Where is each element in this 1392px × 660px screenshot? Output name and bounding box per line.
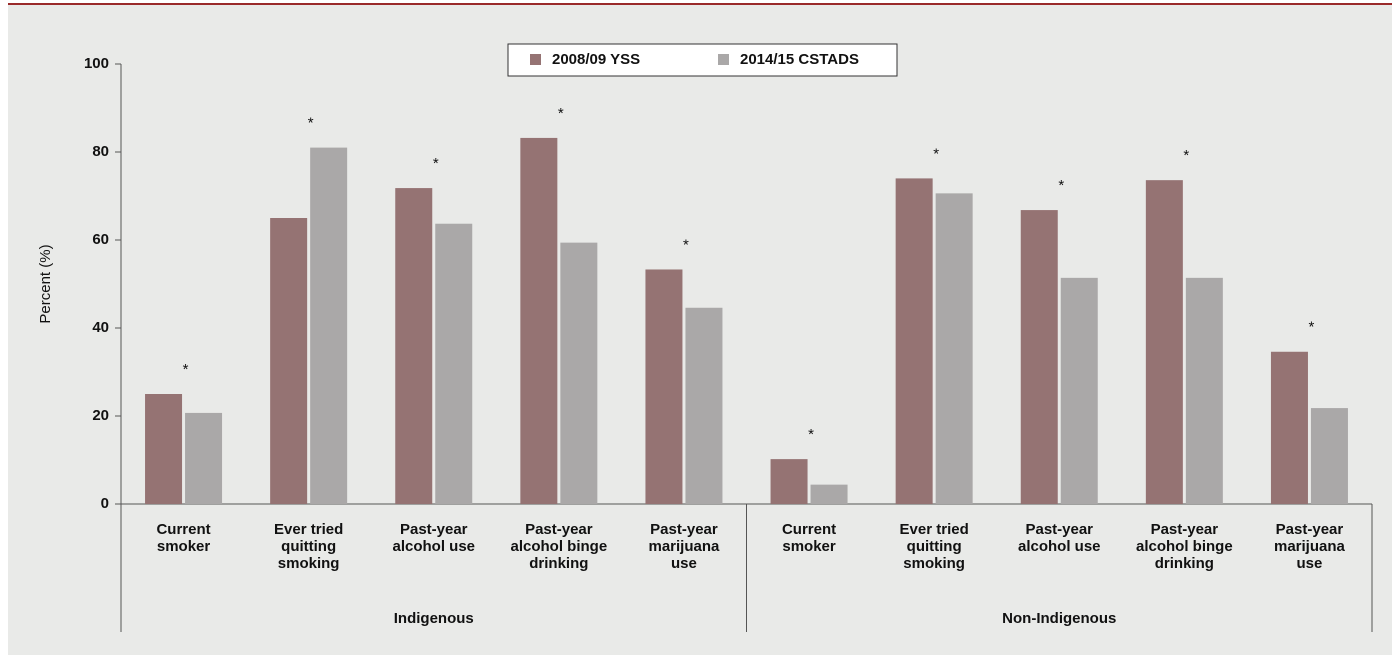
bar — [520, 137, 558, 505]
bar — [935, 193, 973, 505]
x-tick-label-line: Current — [156, 521, 210, 538]
bar — [895, 178, 933, 504]
x-tick-label-line: alcohol binge — [511, 538, 608, 555]
y-axis-label: Percent (%) — [37, 244, 54, 323]
legend-label: 2014/15 CSTADS — [740, 51, 859, 68]
x-tick-label: Past-year alcohol use — [392, 521, 475, 555]
significance-marker: * — [183, 361, 189, 378]
significance-marker: * — [433, 155, 439, 172]
significance-marker: * — [558, 105, 564, 122]
x-tick-label-line: smoking — [903, 555, 965, 572]
x-tick-label-line: Ever tried — [900, 521, 969, 538]
x-tick-label-line: drinking — [1155, 555, 1214, 572]
x-tick-label-line: Past-year — [1276, 521, 1344, 538]
x-tick-label: Past-year alcohol use — [1018, 521, 1101, 555]
bar — [1145, 180, 1183, 504]
x-tick-label-line: marijuana — [1274, 538, 1346, 555]
significance-marker: * — [1058, 177, 1064, 194]
x-tick-label-line: Past-year — [1151, 521, 1219, 538]
y-tick-label: 60 — [92, 231, 109, 248]
x-tick-label-line: Current — [782, 521, 836, 538]
significance-marker: * — [933, 145, 939, 162]
significance-marker: * — [1183, 147, 1189, 164]
bar — [770, 459, 808, 504]
x-tick-label-line: quitting — [907, 538, 962, 555]
significance-marker: * — [808, 426, 814, 443]
x-tick-label-line: Past-year — [400, 521, 468, 538]
x-tick-label: Current smoker — [156, 521, 210, 555]
x-tick-label-line: alcohol use — [392, 538, 475, 555]
bar — [810, 484, 848, 504]
bar — [1310, 408, 1348, 504]
bar — [395, 188, 433, 504]
bar — [645, 269, 683, 504]
bar — [270, 218, 308, 504]
significance-marker: * — [1309, 319, 1315, 336]
x-tick-label-line: Ever tried — [274, 521, 343, 538]
group-label: Indigenous — [394, 610, 474, 627]
x-tick-label-line: use — [671, 555, 697, 572]
bar — [310, 147, 348, 504]
legend-label: 2008/09 YSS — [552, 51, 640, 68]
x-tick-label: Past-year alcohol binge drinking — [1136, 521, 1233, 572]
group-label: Non-Indigenous — [1002, 610, 1116, 627]
x-tick-label-line: smoker — [157, 538, 211, 555]
y-tick-label: 0 — [101, 495, 109, 512]
x-tick-label-line: drinking — [529, 555, 588, 572]
y-tick-label: 80 — [92, 143, 109, 160]
x-tick-label: Past-year marijuana use — [649, 521, 721, 572]
y-tick-label: 100 — [84, 55, 109, 72]
x-tick-label-line: alcohol use — [1018, 538, 1101, 555]
significance-marker: * — [308, 115, 314, 132]
x-tick-label-line: Past-year — [650, 521, 718, 538]
x-tick-label-line: smoking — [278, 555, 340, 572]
bar — [560, 242, 598, 504]
x-tick-label-line: marijuana — [649, 538, 721, 555]
significance-marker: * — [683, 236, 689, 253]
x-tick-label-line: Past-year — [525, 521, 593, 538]
bar — [435, 223, 473, 504]
x-tick-label: Past-year alcohol binge drinking — [511, 521, 608, 572]
bar — [1020, 210, 1058, 504]
x-tick-label-line: Past-year — [1025, 521, 1093, 538]
x-tick-label: Past-year marijuana use — [1274, 521, 1346, 572]
x-tick-label: Ever tried quitting smoking — [274, 521, 343, 572]
bar — [185, 412, 223, 504]
legend-swatch — [530, 54, 541, 65]
legend-swatch — [718, 54, 729, 65]
bar — [1185, 277, 1223, 504]
bar — [685, 307, 723, 504]
x-tick-label-line: use — [1297, 555, 1323, 572]
bar — [1060, 277, 1098, 504]
x-tick-label: Ever tried quitting smoking — [900, 521, 969, 572]
legend-box — [507, 43, 898, 77]
y-tick-label: 20 — [92, 407, 109, 424]
x-tick-label-line: alcohol binge — [1136, 538, 1233, 555]
bar — [145, 394, 183, 504]
y-tick-label: 40 — [92, 319, 109, 336]
x-tick-label-line: smoker — [782, 538, 836, 555]
x-tick-label-line: quitting — [281, 538, 336, 555]
x-tick-label: Current smoker — [782, 521, 836, 555]
bar — [1270, 351, 1308, 504]
